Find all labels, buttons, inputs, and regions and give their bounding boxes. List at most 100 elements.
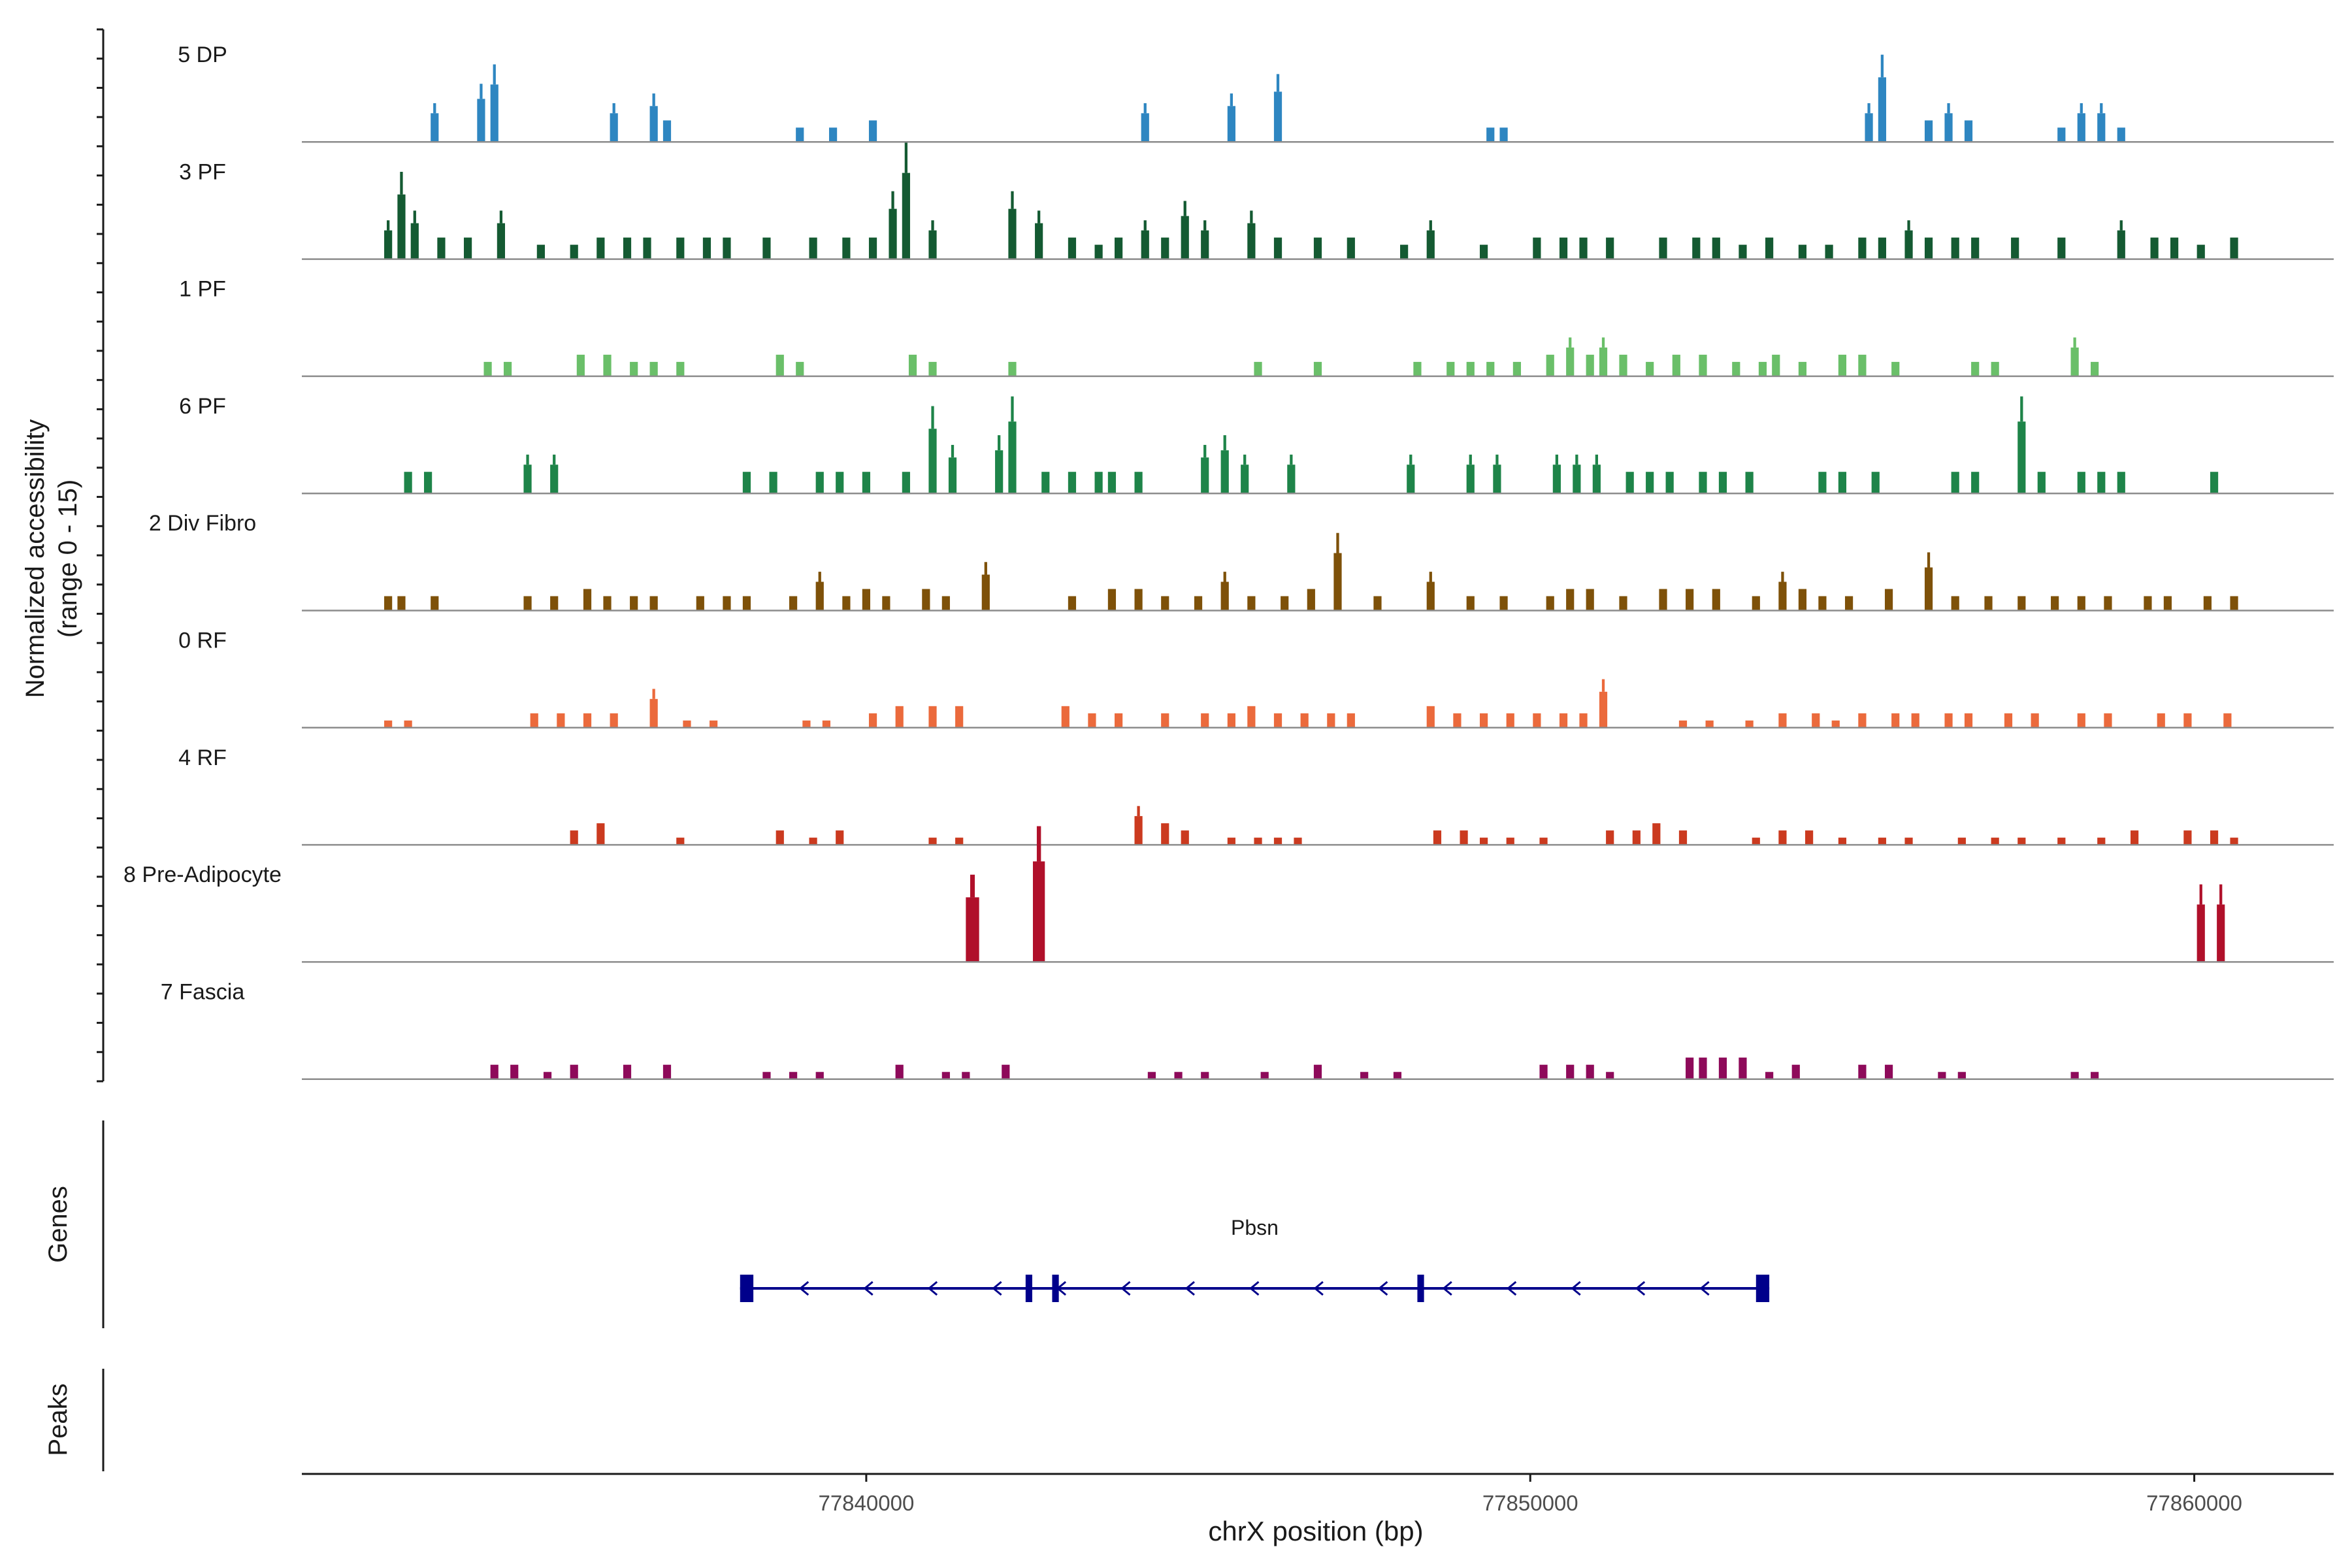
coverage-bar xyxy=(995,450,1004,494)
coverage-bar xyxy=(1360,1071,1369,1079)
coverage-bar xyxy=(583,713,592,728)
coverage-spike xyxy=(2100,103,2103,114)
coverage-bar xyxy=(523,465,532,494)
coverage-bar xyxy=(404,720,412,728)
coverage-bar xyxy=(2077,113,2085,142)
y-axis-label: Normalized accessibility xyxy=(21,419,50,698)
coverage-bar xyxy=(1247,706,1256,728)
coverage-bar xyxy=(1798,589,1807,611)
coverage-spike xyxy=(413,210,416,223)
track-8: 7 Fascia xyxy=(161,979,2334,1080)
coverage-bar xyxy=(1273,838,1282,845)
coverage-spike xyxy=(1555,454,1559,465)
coverage-bar xyxy=(2217,904,2225,962)
coverage-bar xyxy=(2017,838,2026,845)
coverage-bar xyxy=(1287,465,1296,494)
coverage-bar xyxy=(397,194,406,259)
strand-arrow xyxy=(1442,1281,1452,1296)
coverage-bar xyxy=(1944,113,1953,142)
coverage-spike xyxy=(1037,210,1041,223)
coverage-bar xyxy=(570,1064,578,1079)
coverage-bar xyxy=(2097,472,2106,494)
coverage-bar xyxy=(2223,713,2232,728)
coverage-bar xyxy=(1951,472,1959,494)
coverage-bar xyxy=(776,354,784,376)
coverage-bar xyxy=(1512,361,1521,376)
coverage-bar xyxy=(742,472,751,494)
coverage-bar xyxy=(1718,472,1727,494)
coverage-bar xyxy=(1778,830,1787,845)
coverage-bar xyxy=(437,237,446,259)
coverage-bar xyxy=(683,720,691,728)
coverage-spike xyxy=(904,142,908,173)
coverage-bar xyxy=(1566,589,1575,611)
coverage-bar xyxy=(1068,596,1077,611)
coverage-tracks: 5 DP 3 PF 1 PF 6 PF 2 Div Fibro 0 RF 4 RF 8 Pre… xyxy=(123,42,2334,1080)
coverage-bar xyxy=(789,596,798,611)
coverage-bar xyxy=(1924,237,1933,259)
accessibility-axis xyxy=(97,28,105,1083)
coverage-bar xyxy=(1407,465,1415,494)
strand-arrow xyxy=(1635,1281,1646,1296)
coverage-bar xyxy=(1586,1064,1594,1079)
coverage-bar xyxy=(543,1071,552,1079)
coverage-bar xyxy=(1686,589,1694,611)
coverage-bar xyxy=(1778,581,1787,611)
coverage-bar xyxy=(1732,361,1740,376)
coverage-bar xyxy=(1891,361,1900,376)
coverage-bar xyxy=(1008,208,1017,259)
coverage-bar xyxy=(596,823,605,845)
coverage-bar xyxy=(868,120,877,142)
coverage-bar xyxy=(723,237,731,259)
x-tick-label: 77840000 xyxy=(818,1491,914,1515)
coverage-bar xyxy=(1938,1071,1946,1079)
x-axis-label: chrX position (bp) xyxy=(1208,1516,1423,1546)
coverage-bar xyxy=(1373,596,1382,611)
track-label: 3 PF xyxy=(179,159,226,184)
coverage-bar xyxy=(1951,237,1959,259)
coverage-bar xyxy=(530,713,538,728)
coverage-bar xyxy=(431,596,439,611)
coverage-bar xyxy=(557,713,565,728)
coverage-bar xyxy=(649,596,658,611)
coverage-bar xyxy=(1220,581,1229,611)
coverage-bar xyxy=(1499,127,1508,142)
coverage-bar xyxy=(1812,713,1820,728)
coverage-bar xyxy=(1479,713,1488,728)
coverage-spike xyxy=(480,84,483,99)
strand-arrow xyxy=(1120,1281,1131,1296)
coverage-bar xyxy=(1147,1071,1156,1079)
coverage-bar xyxy=(1041,472,1050,494)
coverage-bar xyxy=(1678,720,1688,728)
coverage-bar xyxy=(1884,589,1893,611)
coverage-bar xyxy=(1227,713,1235,728)
coverage-bar xyxy=(2037,472,2046,494)
coverage-bar xyxy=(2163,596,2172,611)
coverage-spike xyxy=(1867,103,1870,114)
coverage-spike xyxy=(1575,454,1578,465)
coverage-bar xyxy=(1559,237,1568,259)
coverage-bar xyxy=(1327,713,1335,728)
coverage-spike xyxy=(386,220,390,231)
coverage-bar xyxy=(1134,472,1143,494)
coverage-bar xyxy=(1347,237,1355,259)
coverage-bar xyxy=(384,720,393,728)
coverage-bar xyxy=(1227,838,1235,845)
coverage-bar xyxy=(1971,472,1980,494)
coverage-bar xyxy=(463,237,472,259)
coverage-bar xyxy=(1858,1064,1867,1079)
coverage-spike xyxy=(1290,454,1293,465)
coverage-bar xyxy=(1559,713,1568,728)
coverage-bar xyxy=(1201,1071,1209,1079)
coverage-bar xyxy=(2117,127,2125,142)
gene-track: Pbsn xyxy=(740,1216,1770,1302)
coverage-bar xyxy=(1592,465,1601,494)
coverage-bar xyxy=(2117,230,2125,259)
coverage-spike xyxy=(970,874,975,898)
coverage-bar xyxy=(649,361,658,376)
track-label: 5 DP xyxy=(178,42,227,67)
coverage-bar xyxy=(1134,589,1143,611)
coverage-bar xyxy=(1032,861,1045,962)
coverage-bar xyxy=(1957,838,1966,845)
coverage-bar xyxy=(630,596,638,611)
